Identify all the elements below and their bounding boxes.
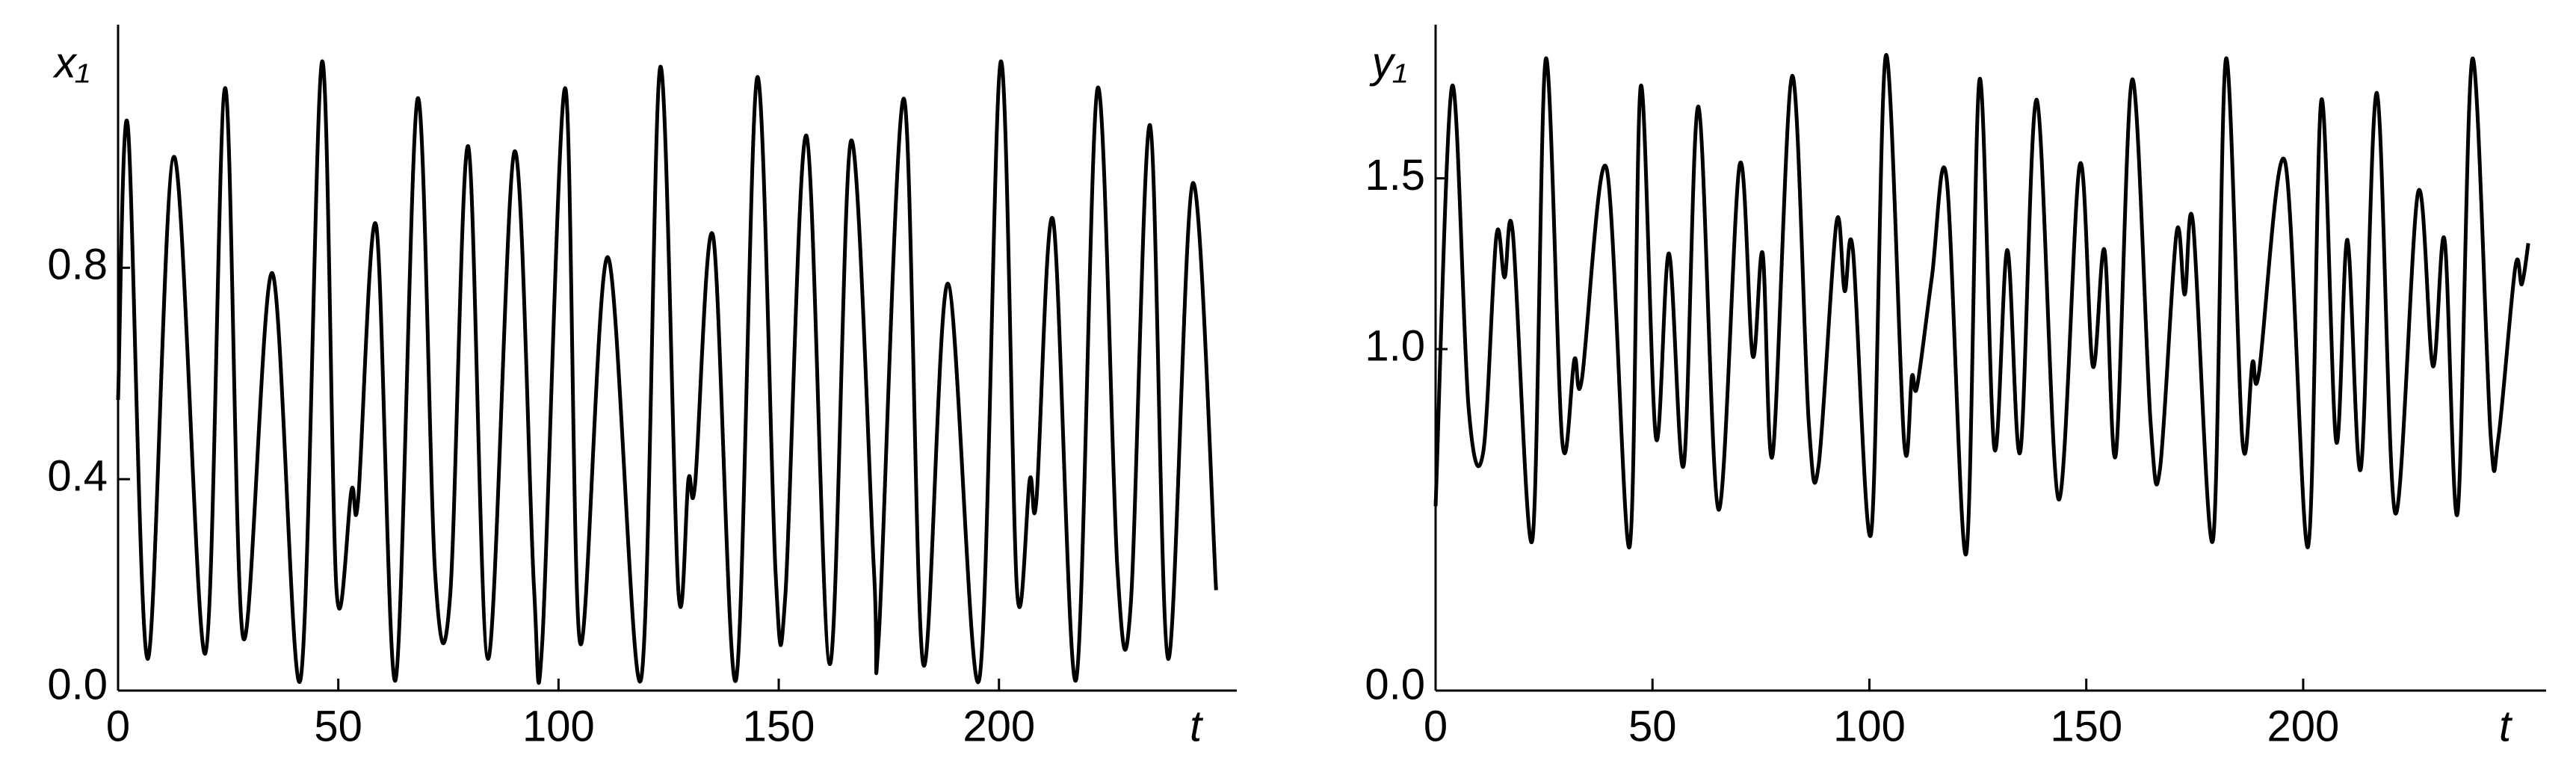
x-axis-label: t [2499,702,2513,750]
x-tick-label: 50 [1628,702,1677,750]
x-tick-label: 0 [106,702,130,750]
x-tick-label: 200 [963,702,1035,750]
x-tick-label: 50 [314,702,362,750]
x-tick-label: 100 [1833,702,1906,750]
y-axis-label: x₁ [52,38,90,87]
data-line [116,59,1218,685]
y-axis-label: y₁ [1369,38,1407,87]
y-tick-label: 0.0 [47,660,108,709]
y-tick-label: 0.0 [1365,660,1425,709]
data-line [1433,53,2530,557]
y-tick-label: 1.5 [1365,151,1425,200]
y-tick-label: 0.8 [47,241,108,289]
x-tick-label: 200 [2267,702,2340,750]
x-tick-label: 150 [2050,702,2122,750]
x-axis-label: t [1190,702,1204,750]
y-tick-label: 1.0 [1365,321,1425,370]
x-tick-label: 0 [1424,702,1448,750]
x-tick-label: 150 [743,702,815,750]
y-tick-label: 0.4 [47,451,108,500]
x-tick-label: 100 [522,702,595,750]
